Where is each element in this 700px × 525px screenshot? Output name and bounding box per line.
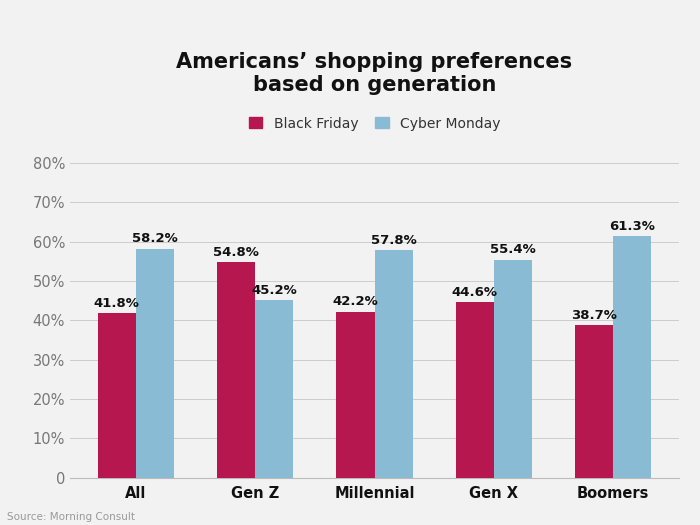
Bar: [217, 262, 256, 478]
Text: 58.2%: 58.2%: [132, 233, 178, 246]
Bar: [456, 302, 493, 478]
Text: Source: Morning Consult: Source: Morning Consult: [7, 512, 135, 522]
Bar: [256, 300, 293, 478]
Legend: Black Friday, Cyber Monday: Black Friday, Cyber Monday: [243, 111, 506, 136]
Text: 55.4%: 55.4%: [490, 244, 536, 257]
Text: 44.6%: 44.6%: [452, 286, 498, 299]
Text: 42.2%: 42.2%: [332, 296, 378, 309]
Bar: [575, 326, 613, 478]
Bar: [374, 250, 413, 478]
Text: 57.8%: 57.8%: [371, 234, 416, 247]
Text: 54.8%: 54.8%: [214, 246, 259, 259]
Text: 41.8%: 41.8%: [94, 297, 140, 310]
Text: 38.7%: 38.7%: [571, 309, 617, 322]
Bar: [613, 236, 651, 478]
Title: Americans’ shopping preferences
based on generation: Americans’ shopping preferences based on…: [176, 52, 573, 96]
Bar: [336, 311, 375, 478]
Text: 61.3%: 61.3%: [609, 220, 655, 233]
Bar: [494, 260, 532, 478]
Bar: [136, 248, 174, 478]
Bar: [98, 313, 136, 478]
Text: 45.2%: 45.2%: [251, 284, 297, 297]
